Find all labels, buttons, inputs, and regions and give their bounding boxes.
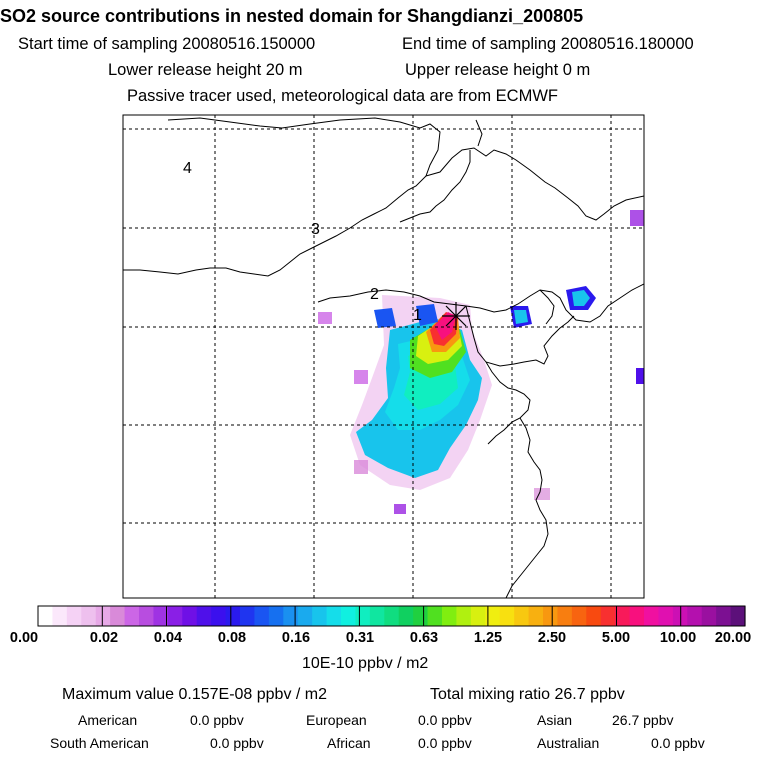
color-bar-swatch [167,606,183,626]
map-frame [122,114,645,599]
end-time-label: End time of sampling 20080516.180000 [402,35,694,53]
lower-height-label: Lower release height 20 m [108,61,303,79]
color-bar-swatch [268,606,284,626]
upper-height-label: Upper release height 0 m [405,61,591,79]
legend-unit: 10E-10 ppbv / m2 [302,655,429,672]
color-bar-swatch [38,606,54,626]
region-name: African [327,735,371,751]
color-bar-swatch [283,606,299,626]
color-bar-swatch [139,606,155,626]
total-mixing-ratio-label: Total mixing ratio 26.7 ppbv [430,686,625,703]
color-bar-swatch [499,606,515,626]
color-bar-swatch [456,606,472,626]
region-name: Australian [537,735,600,751]
color-bar-swatch [254,606,270,626]
color-bar-swatch [110,606,126,626]
receptor-marker [442,302,470,330]
tracer-note: Passive tracer used, meteorological data… [127,87,558,105]
color-bar-swatch [701,606,717,626]
color-bar-swatch [658,606,674,626]
legend-tick: 10.00 [659,630,697,646]
color-bar-swatch [586,606,602,626]
region-value: 26.7 ppbv [612,712,674,728]
color-bar-swatch [312,606,328,626]
color-bar-swatch [687,606,703,626]
color-bar-swatch [716,606,732,626]
region-name: European [306,712,367,728]
color-bar-swatch [442,606,458,626]
color-bar-frame [37,605,746,627]
color-bar-swatch [413,606,429,626]
color-bar-swatch [297,606,313,626]
color-bar-swatch [557,606,573,626]
start-time-label: Start time of sampling 20080516.150000 [18,35,316,53]
color-bar-swatch [153,606,169,626]
plot-title: SO2 source contributions in nested domai… [0,6,584,26]
color-bar-ticks [37,606,746,626]
color-bar-swatch [355,606,371,626]
color-bar-swatch [81,606,97,626]
color-bar-swatch [571,606,587,626]
legend-tick: 1.25 [473,630,503,646]
region-value: 0.0 ppbv [651,735,705,751]
color-bar-swatch [95,606,111,626]
color-bar-swatch [341,606,357,626]
region-name: Asian [537,712,573,728]
region-value: 0.0 ppbv [418,735,472,751]
legend-tick: 0.08 [217,630,247,646]
color-bar-swatch [225,606,241,626]
color-bar-swatch [369,606,385,626]
color-bar-swatch [528,606,544,626]
legend-tick: 0.04 [153,630,183,646]
color-bar-swatch [730,606,746,626]
color-bar-swatch [211,606,227,626]
region-value: 0.0 ppbv [418,712,472,728]
color-bar-swatch [398,606,414,626]
color-bar-swatch [326,606,342,626]
color-bar-swatch [514,606,530,626]
region-name: South American [50,735,149,751]
color-bar-swatch [427,606,443,626]
grid-lines [123,115,644,598]
distance-label-1: 1 [413,307,422,324]
region-name: American [78,712,138,728]
legend-tick: 0.63 [409,630,439,646]
color-bar-swatch [196,606,212,626]
map-boundaries [123,117,644,598]
color-bar-swatch [543,606,559,626]
color-bar [38,606,746,626]
color-bar-swatch [470,606,486,626]
color-bar-swatch [124,606,140,626]
plume-field [318,210,644,514]
color-bar-swatch [52,606,68,626]
legend-tick: 0.00 [9,630,39,646]
distance-label-3: 3 [311,221,320,238]
region-value: 0.0 ppbv [210,735,264,751]
legend-tick: 2.50 [537,630,567,646]
distance-label-4: 4 [183,160,192,177]
color-bar-swatch [182,606,198,626]
max-value-label: Maximum value 0.157E-08 ppbv / m2 [62,686,328,703]
region-value: 0.0 ppbv [190,712,244,728]
legend-tick: 5.00 [601,630,631,646]
color-bar-swatch [384,606,400,626]
color-bar-swatch [240,606,256,626]
color-bar-swatch [66,606,82,626]
color-bar-swatch [644,606,660,626]
distance-label-2: 2 [370,286,379,303]
legend-tick: 0.16 [281,630,311,646]
color-bar-swatch [629,606,645,626]
legend-tick: 20.00 [714,630,752,646]
color-bar-swatch [600,606,616,626]
color-bar-swatch [615,606,631,626]
legend-tick: 0.02 [89,630,119,646]
legend-tick: 0.31 [345,630,375,646]
color-bar-swatch [485,606,501,626]
